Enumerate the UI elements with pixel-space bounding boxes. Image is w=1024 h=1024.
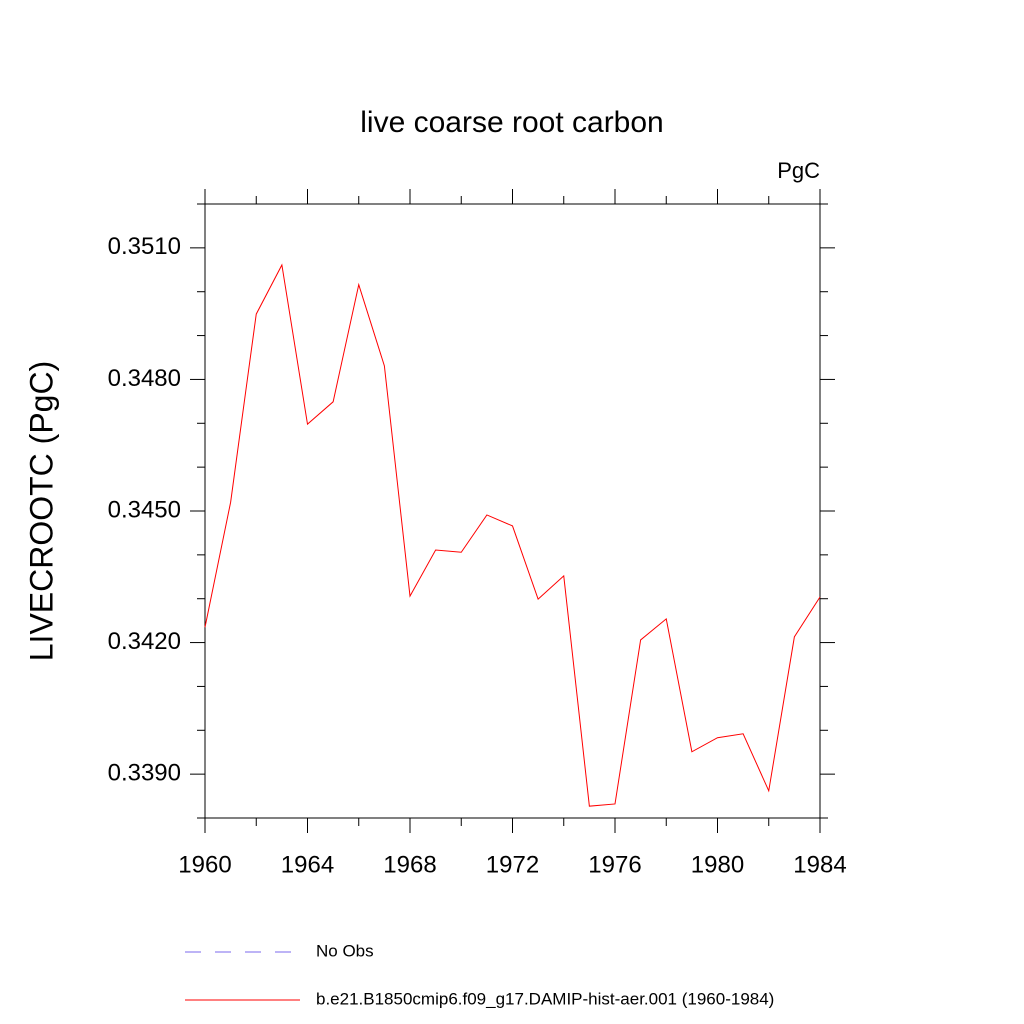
x-tick-label: 1980: [691, 851, 744, 878]
chart-title: live coarse root carbon: [360, 106, 664, 139]
x-tick-label: 1964: [281, 851, 334, 878]
x-tick-label: 1960: [178, 851, 231, 878]
y-tick-label: 0.3420: [108, 628, 181, 655]
y-tick-label: 0.3450: [108, 496, 181, 523]
legend-label: No Obs: [316, 941, 374, 960]
data-line: [204, 263, 821, 807]
units-label: PgC: [777, 158, 820, 183]
x-tick-label: 1968: [383, 851, 436, 878]
y-tick-label: 0.3510: [108, 233, 181, 260]
x-tick-label: 1976: [588, 851, 641, 878]
x-tick-label: 1972: [486, 851, 539, 878]
y-tick-label: 0.3390: [108, 759, 181, 786]
x-tick-label: 1984: [793, 851, 846, 878]
legend-label: b.e21.B1850cmip6.f09_g17.DAMIP-hist-aer.…: [316, 989, 774, 1008]
y-tick-label: 0.3480: [108, 365, 181, 392]
plot-frame: [204, 203, 821, 819]
y-axis-label: LIVECROOTC (PgC): [23, 361, 59, 661]
